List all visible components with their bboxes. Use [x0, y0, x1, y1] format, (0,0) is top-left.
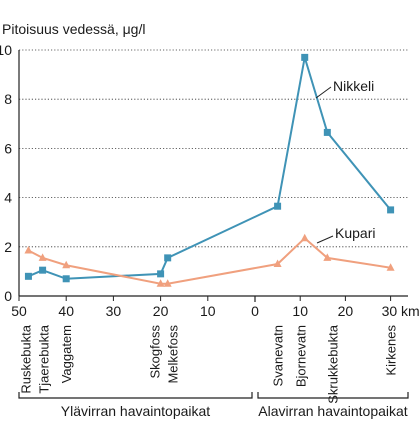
data-point — [323, 128, 331, 136]
data-point — [62, 260, 71, 269]
data-point — [274, 202, 282, 210]
data-point — [163, 279, 172, 287]
x-tick-labels: 50 40 30 20 10 0 10 20 30 km — [11, 303, 419, 319]
data-point — [323, 253, 332, 261]
group-bracket — [257, 392, 409, 399]
data-point — [39, 266, 47, 274]
x-tick-label: 30 km — [382, 303, 419, 319]
site-label: Skrukkebukta — [325, 324, 340, 404]
site-label: Svanevatn — [271, 325, 286, 386]
y-tick-label: 0 — [4, 288, 12, 304]
site-label: Tjaerebukta — [37, 324, 52, 393]
data-point — [164, 254, 172, 262]
x-tick-label: 20 — [153, 303, 169, 319]
series-label-leader — [315, 86, 332, 99]
x-tick-label: 20 — [338, 303, 354, 319]
x-tick-label: 10 — [292, 303, 308, 319]
y-tick-label: 2 — [4, 239, 12, 255]
data-point — [38, 253, 47, 261]
group-label: Alavirran havaintopaikat — [258, 403, 408, 419]
x-tick-label: 40 — [58, 303, 74, 319]
series-label-leader — [316, 235, 334, 244]
data-point — [156, 279, 165, 287]
site-labels: Ruskebukta Tjaerebukta Vaggatem Skogfoss Mel… — [18, 324, 398, 404]
y-tick-label: 6 — [4, 140, 12, 156]
series-label: Kupari — [335, 225, 375, 241]
y-tick-label: 10 — [0, 42, 12, 58]
group-bracket — [18, 392, 253, 399]
data-point — [62, 275, 70, 283]
site-label: Ruskebukta — [18, 324, 33, 393]
data-point — [301, 53, 309, 61]
data-point — [24, 272, 32, 280]
y-tick-labels: 0 2 4 6 8 10 — [0, 42, 12, 304]
data-point — [273, 259, 282, 268]
site-label: Bjornevatn — [294, 325, 309, 387]
y-axis-label: Pitoisuus vedessä, μg/l — [2, 21, 145, 37]
x-tick-label: 10 — [200, 303, 216, 319]
x-tick-label: 0 — [251, 303, 259, 319]
group-label: Ylävirran havaintopaikat — [61, 403, 211, 419]
data-point — [386, 263, 395, 271]
y-tick-label: 4 — [4, 190, 12, 206]
gridlines — [19, 49, 408, 248]
data-series: Nikkeli Kupari — [24, 53, 395, 287]
x-tick-label: 30 — [106, 303, 122, 319]
data-point — [300, 233, 309, 242]
data-point — [157, 270, 165, 278]
x-tick-label: 50 — [11, 303, 27, 319]
site-label: Melkefoss — [166, 325, 181, 384]
site-label: Vaggatem — [59, 325, 74, 383]
y-tick-label: 8 — [4, 91, 12, 107]
series-label: Nikkeli — [333, 78, 374, 94]
site-label: Skogfoss — [148, 325, 163, 379]
series-line-kupari — [27, 236, 391, 285]
axes — [18, 50, 408, 302]
data-point — [387, 206, 395, 214]
site-groups: Ylävirran havaintopaikat Alavirran havain… — [18, 392, 409, 419]
data-point — [24, 245, 33, 254]
site-label: Kirkenes — [384, 325, 399, 376]
